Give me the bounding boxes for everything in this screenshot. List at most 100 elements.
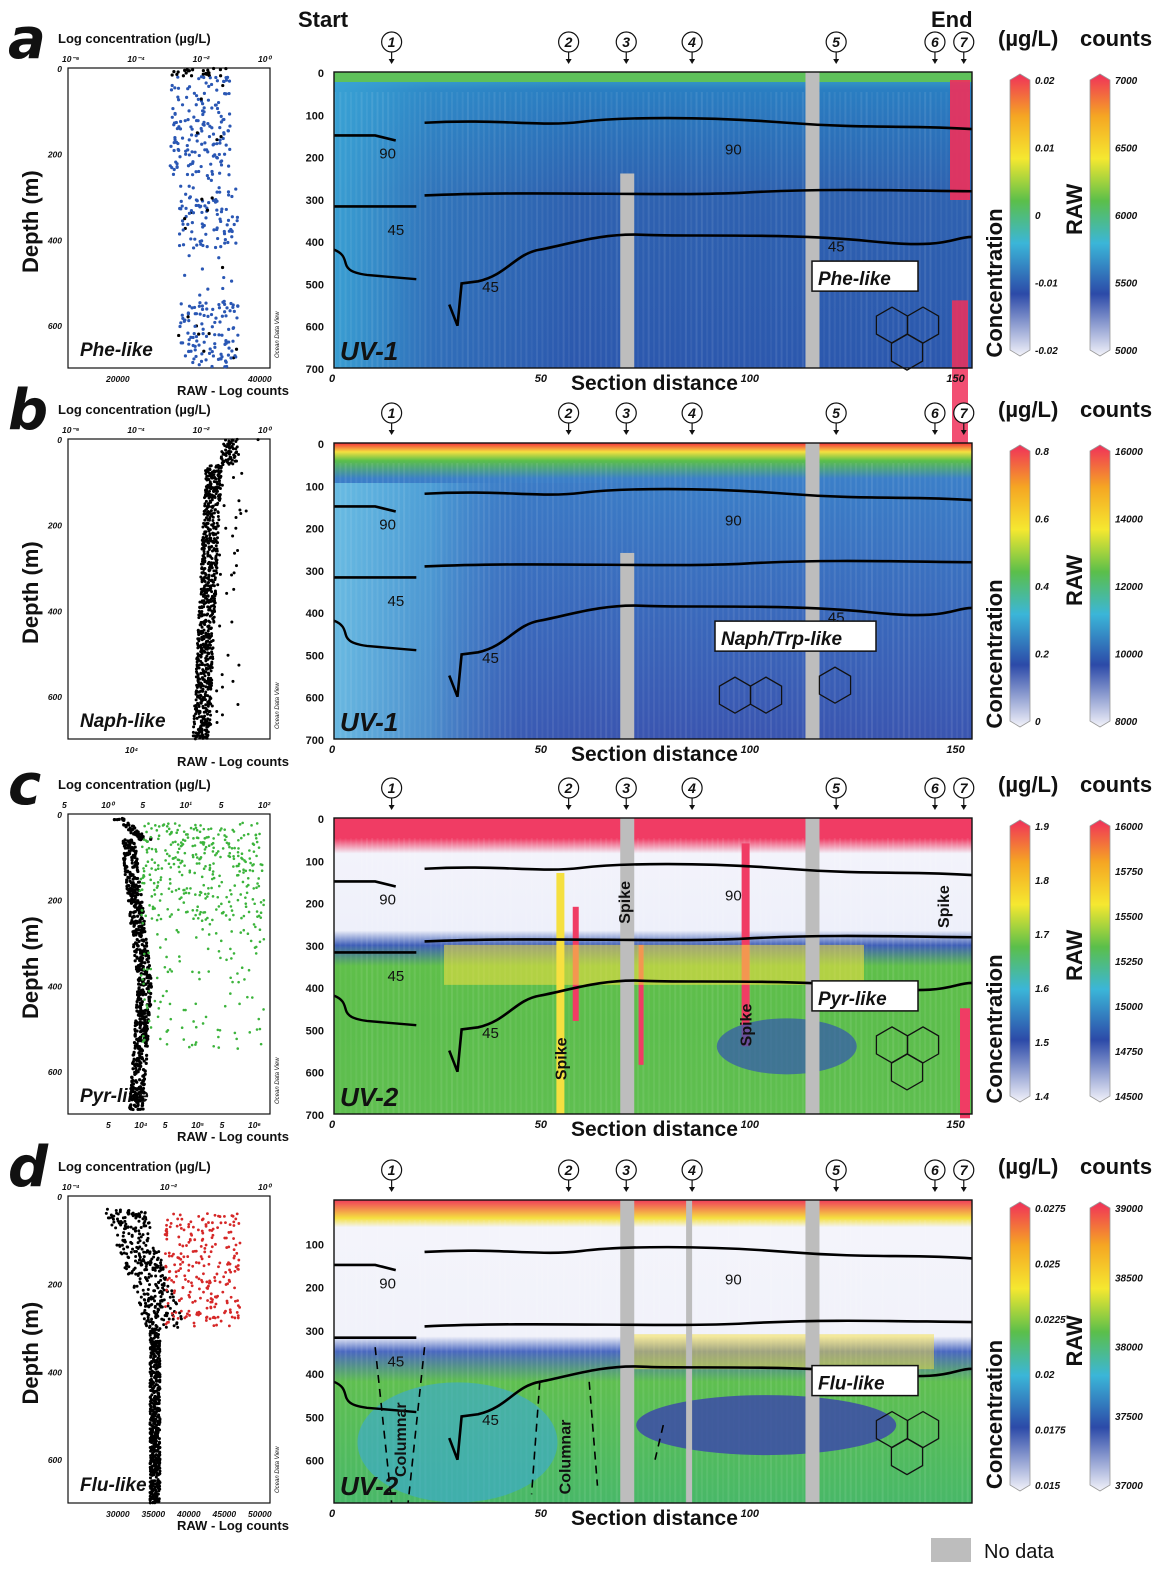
data-point	[172, 1315, 176, 1318]
data-point	[208, 486, 212, 490]
data-point	[237, 499, 241, 503]
data-point	[168, 1002, 172, 1006]
data-point	[197, 632, 201, 636]
data-point	[204, 232, 208, 236]
data-point	[173, 1263, 177, 1267]
data-point	[135, 1087, 140, 1091]
data-point	[218, 1280, 222, 1284]
data-point	[207, 710, 211, 714]
data-point	[174, 140, 179, 144]
data-point	[129, 1225, 133, 1229]
data-point	[228, 147, 232, 151]
data-point	[146, 968, 149, 971]
section-texture	[408, 463, 411, 739]
station-number: 5	[832, 1162, 840, 1178]
data-point	[137, 1010, 141, 1014]
data-point	[205, 1286, 209, 1290]
data-point	[199, 701, 203, 705]
data-point	[254, 837, 258, 840]
data-point	[193, 844, 197, 847]
data-point	[218, 874, 221, 878]
data-point	[255, 886, 258, 890]
station-number: 6	[931, 780, 939, 796]
data-point	[151, 1417, 155, 1421]
data-point	[193, 150, 197, 154]
data-point	[172, 862, 176, 866]
section-texture	[514, 92, 517, 368]
data-point	[201, 112, 205, 117]
section-texture	[876, 838, 879, 1114]
data-point	[159, 917, 163, 921]
data-point	[202, 521, 206, 525]
data-point	[128, 872, 132, 876]
data-point	[149, 1365, 153, 1369]
data-point	[149, 991, 153, 996]
profile-depth-title: Depth (m)	[18, 1302, 43, 1405]
data-point	[262, 898, 266, 902]
data-point	[125, 1264, 129, 1268]
data-point	[215, 689, 219, 693]
section-texture	[940, 838, 943, 1114]
panel-letter-c: c	[8, 753, 41, 818]
data-point	[203, 1250, 207, 1254]
data-point	[195, 709, 199, 713]
data-point	[223, 310, 227, 314]
data-point	[256, 882, 259, 885]
data-point	[137, 1252, 141, 1256]
data-point	[262, 937, 266, 941]
data-point	[251, 996, 254, 999]
data-point	[141, 1288, 145, 1292]
section-texture	[679, 92, 682, 368]
data-point	[204, 499, 208, 503]
data-point	[195, 656, 199, 660]
section-texture	[918, 838, 921, 1114]
contour-label-90: 90	[725, 512, 742, 529]
section-distance-tick: 50	[535, 1119, 548, 1131]
data-point	[206, 287, 210, 291]
data-point	[143, 1215, 147, 1219]
data-point	[153, 1250, 157, 1254]
contour-90	[334, 116, 973, 142]
data-point	[215, 208, 219, 212]
colorbar-counts-header: counts	[1080, 397, 1152, 422]
data-point	[203, 663, 207, 667]
data-point	[236, 702, 240, 706]
station-marker: 2	[558, 777, 580, 811]
data-point	[230, 1214, 234, 1217]
data-point	[206, 643, 210, 647]
data-point	[255, 910, 259, 913]
data-point	[148, 1324, 152, 1328]
data-point	[207, 605, 211, 609]
data-point	[122, 840, 126, 844]
data-point	[234, 459, 238, 463]
data-point	[218, 624, 222, 628]
data-point	[228, 452, 232, 456]
data-point	[206, 562, 210, 566]
panel-b: b Log concentration (µg/L)10⁻⁶ 10⁻⁴ 10⁻² 10⁰…	[8, 378, 1152, 769]
data-point	[205, 534, 209, 538]
section-texture	[445, 92, 448, 368]
data-point	[142, 1224, 146, 1228]
data-point	[176, 70, 180, 74]
no-data-label: No data	[984, 1541, 1055, 1563]
data-point	[181, 228, 185, 232]
data-point	[202, 883, 206, 887]
data-point	[246, 932, 250, 936]
data-point	[203, 556, 207, 560]
data-point	[171, 841, 175, 844]
data-point	[154, 1426, 158, 1430]
data-point	[129, 921, 133, 925]
data-point	[226, 1282, 229, 1286]
data-point	[248, 849, 251, 852]
section-texture	[902, 92, 905, 368]
section-texture	[498, 92, 501, 368]
data-point	[233, 1269, 237, 1273]
data-point	[170, 890, 174, 893]
station-marker: 1	[381, 31, 403, 65]
data-point	[187, 184, 191, 188]
data-point	[194, 198, 198, 202]
data-point	[211, 519, 215, 523]
data-point	[238, 1241, 242, 1245]
data-point	[176, 843, 180, 846]
